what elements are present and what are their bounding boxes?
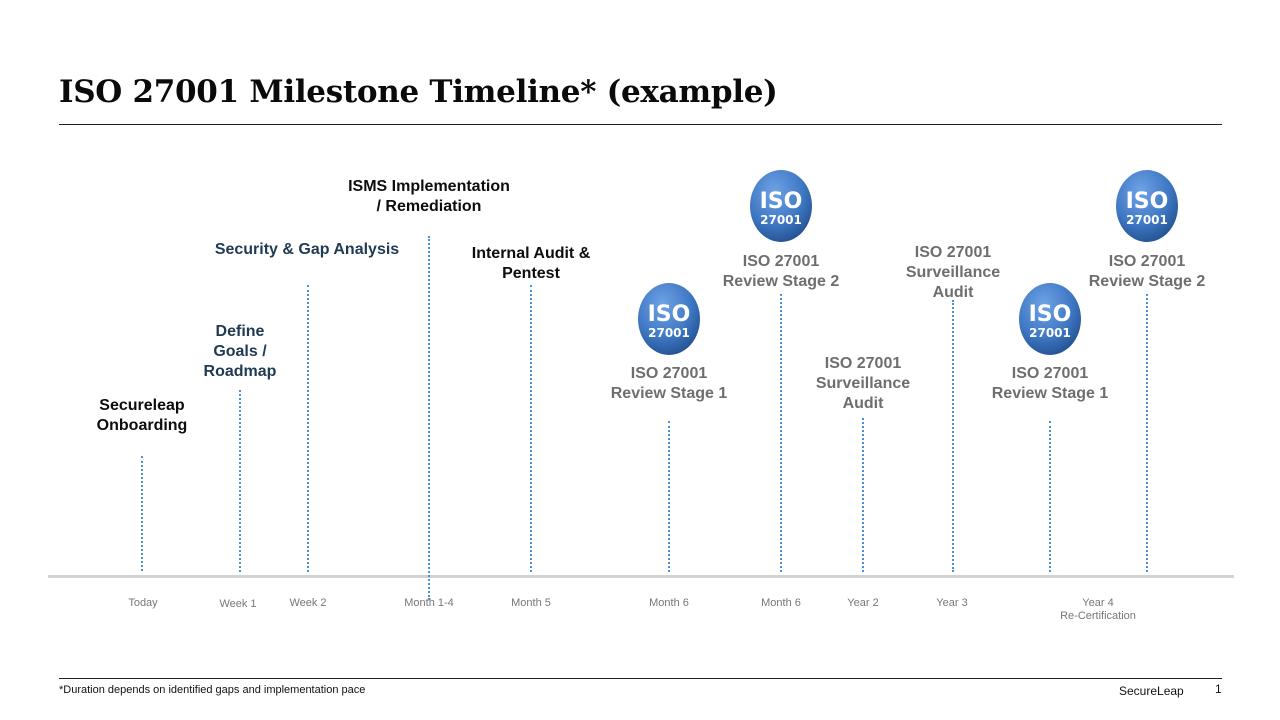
title-divider [59,124,1222,125]
milestone-label: ISO 27001 Review Stage 1 [991,365,1109,402]
milestone-label: ISO 27001 Review Stage 1 [610,365,728,402]
time-tick: Week 1 [219,598,257,610]
milestone-line-review-stage-2 [780,294,782,572]
iso-badge-icon: ISO 27001 [1115,168,1179,243]
milestone-label: ISO 27001 Review Stage 2 [1088,253,1206,290]
iso-badge-icon: ISO 27001 [637,281,701,356]
badge-iso-text: ISO [1029,302,1072,327]
milestone-label: ISO 27001 Review Stage 2 [722,253,840,290]
timeline-axis [48,575,1234,578]
milestone-line-review-stage-1 [668,421,670,572]
time-tick: Today [128,597,158,609]
milestone-line-implementation [428,236,430,600]
time-tick: Year 4 Re-Certification [1060,597,1136,622]
milestone-label: Secureleap Onboarding [96,397,188,434]
footnote: *Duration depends on identified gaps and… [59,684,366,696]
time-tick: Month 6 [761,597,801,609]
brand-name: SecureLeap [1119,684,1184,698]
badge-iso-text: ISO [760,189,803,214]
time-tick: Week 2 [289,597,327,609]
time-tick: Year 3 [936,597,968,609]
milestone-line-recert-stage-1 [1049,421,1051,572]
milestone-label: Security & Gap Analysis [214,241,400,258]
footer-divider [59,678,1222,679]
milestone-label: ISO 27001 Surveillance Audit [815,355,911,412]
milestone-label: Internal Audit & Pentest [471,245,591,282]
milestone-line-goals [239,390,241,572]
milestone-label: Define Goals / Roadmap [203,323,277,380]
milestone-line-surveillance-year-2 [862,418,864,572]
page-title: ISO 27001 Milestone Timeline* (example) [59,74,778,110]
milestone-label: ISO 27001 Surveillance Audit [905,244,1001,301]
milestone-line-internal-audit [530,285,532,572]
time-tick: Month 5 [511,597,551,609]
time-tick: Month 6 [649,597,689,609]
badge-number-text: 27001 [648,326,690,340]
milestone-line-onboarding [141,456,143,571]
iso-badge-icon: ISO 27001 [1018,281,1082,356]
badge-number-text: 27001 [1029,326,1071,340]
iso-badge-icon: ISO 27001 [749,168,813,243]
time-tick: Month 1-4 [404,597,454,609]
milestone-line-gap-analysis [307,285,309,572]
badge-iso-text: ISO [1126,189,1169,214]
badge-number-text: 27001 [760,213,802,227]
page-number: 1 [1215,682,1222,696]
time-tick: Year 2 [847,597,879,609]
badge-iso-text: ISO [648,302,691,327]
badge-number-text: 27001 [1126,213,1168,227]
milestone-label: ISMS Implementation / Remediation [348,178,510,215]
milestone-line-surveillance-year-3 [952,300,954,572]
milestone-line-recert-stage-2 [1146,294,1148,572]
